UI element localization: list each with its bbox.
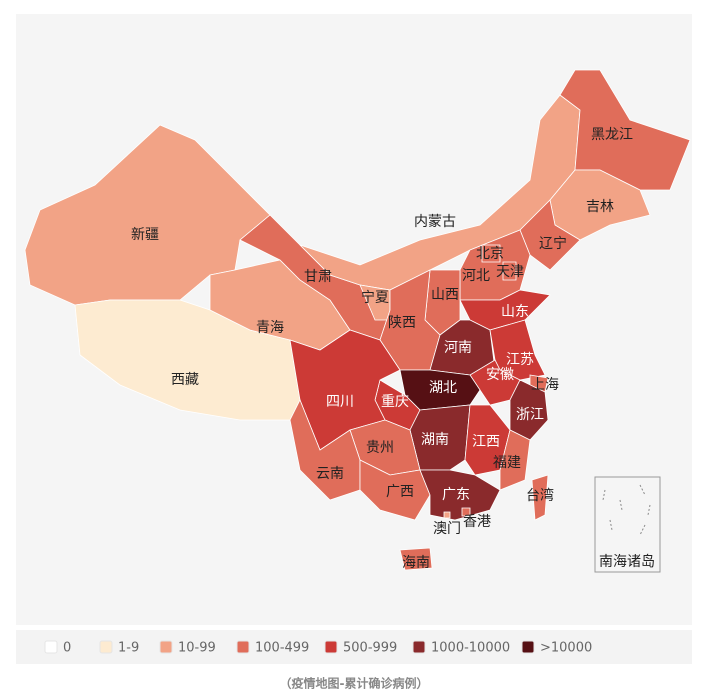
province xyxy=(461,507,471,517)
legend-swatch xyxy=(412,640,426,654)
province-label: 浙江 xyxy=(516,407,544,423)
legend-swatch xyxy=(521,640,535,654)
legend-swatch xyxy=(324,640,338,654)
province xyxy=(443,511,451,519)
province-label: 海南 xyxy=(402,555,430,571)
province-label: 广西 xyxy=(386,484,414,500)
legend-label: 100-499 xyxy=(255,641,309,656)
province-label: 北京 xyxy=(476,246,504,262)
province-label: 山东 xyxy=(501,304,529,320)
legend-label: 0 xyxy=(63,641,71,656)
province xyxy=(359,459,431,521)
province-label: 宁夏 xyxy=(361,289,389,306)
province-label: 湖南 xyxy=(421,432,449,448)
province-label: 青海 xyxy=(256,320,284,336)
province-label: 福建 xyxy=(493,455,521,471)
province xyxy=(399,547,433,571)
province xyxy=(502,261,517,281)
province-label: 安徽 xyxy=(486,367,514,383)
province-label: 辽宁 xyxy=(539,235,567,252)
legend-swatch xyxy=(159,640,173,654)
legend-swatch xyxy=(236,640,250,654)
province-label: 西藏 xyxy=(171,372,199,388)
province-label: 四川 xyxy=(326,394,354,410)
province xyxy=(531,474,549,521)
province-label: 江苏 xyxy=(506,352,534,368)
legend-label: 500-999 xyxy=(343,641,397,656)
province-label: 河北 xyxy=(462,268,490,284)
province-label: 甘肃 xyxy=(304,269,332,285)
legend-label: 10-99 xyxy=(178,641,216,656)
province-label: 上海 xyxy=(531,377,559,393)
province-label: 山西 xyxy=(431,287,459,303)
legend-label: 1-9 xyxy=(118,641,139,656)
province-label: 重庆 xyxy=(381,394,409,410)
province-label: 新疆 xyxy=(131,227,159,243)
legend-label: >10000 xyxy=(540,641,592,656)
legend-background xyxy=(16,630,692,664)
province xyxy=(419,469,501,521)
province-label: 香港 xyxy=(463,514,491,530)
inset-islands xyxy=(602,484,651,536)
legend-swatch xyxy=(44,640,58,654)
province-label: 河南 xyxy=(444,340,472,356)
province-label: 广东 xyxy=(442,487,470,503)
inset-label: 南海诸岛 xyxy=(599,554,655,570)
inset: 南海诸岛 xyxy=(594,476,661,573)
province-label: 内蒙古 xyxy=(414,214,456,230)
province-label: 湖北 xyxy=(429,380,457,396)
legend-label: 1000-10000 xyxy=(431,641,510,656)
province xyxy=(559,69,691,191)
province-label: 云南 xyxy=(316,466,344,482)
province-label: 黑龙江 xyxy=(591,127,633,143)
province xyxy=(499,429,531,491)
province-label: 江西 xyxy=(472,434,500,450)
province-label: 贵州 xyxy=(366,440,394,456)
province-label: 台湾 xyxy=(526,487,554,504)
province xyxy=(481,244,501,263)
province-label: 天津 xyxy=(496,264,524,280)
legend-swatch xyxy=(99,640,113,654)
legend: 0 1-9 10-99 100-499 500-999 1000-10000 >10000 xyxy=(44,640,592,656)
province-label: 澳门 xyxy=(433,521,461,537)
province-label: 陕西 xyxy=(388,315,416,331)
province-label: 吉林 xyxy=(586,199,614,215)
caption: （疫情地图-累计确诊病例） xyxy=(280,676,429,691)
inset-box xyxy=(594,476,661,573)
